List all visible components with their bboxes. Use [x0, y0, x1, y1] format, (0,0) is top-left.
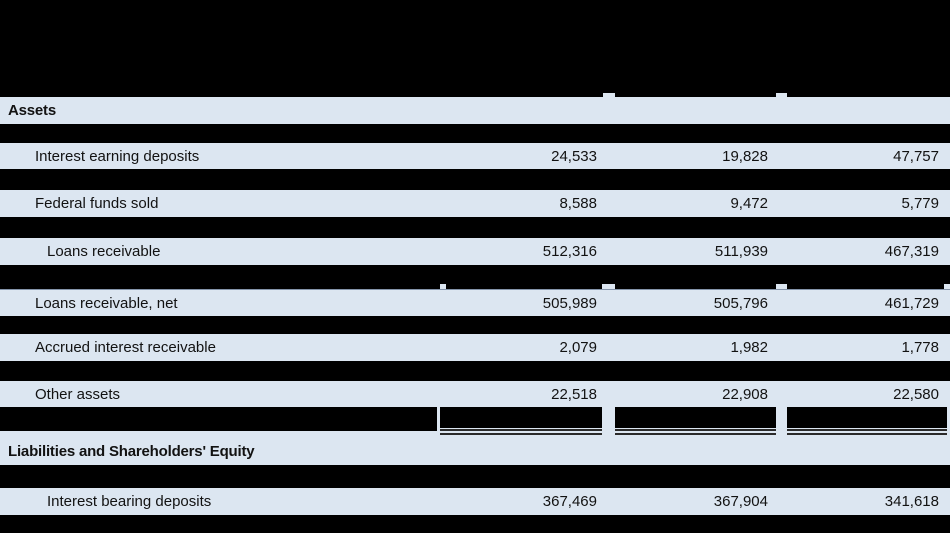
value-cell-col3: 5,779 — [901, 195, 939, 212]
value-cell-col3: 467,319 — [884, 243, 939, 260]
table-row: Other assets 22,518 22,908 22,580 — [0, 381, 950, 407]
column-gap-notch — [603, 93, 615, 98]
double-underline — [615, 429, 776, 431]
table-row: Interest earning deposits 24,533 19,828 … — [0, 143, 950, 169]
value-cell-col3: 461,729 — [884, 294, 939, 312]
redacted-cell-block — [440, 407, 602, 428]
row-label: Federal funds sold — [35, 195, 159, 212]
row-label: Other assets — [35, 385, 121, 403]
value-cell-col2: 505,796 — [713, 294, 768, 312]
double-underline — [787, 432, 947, 435]
row-label: Interest earning deposits — [35, 147, 200, 165]
row-label: Accrued interest receivable — [35, 339, 216, 356]
section-header-label: Liabilities and Shareholders' Equity — [8, 442, 255, 460]
value-cell-col2: 9,472 — [730, 195, 768, 212]
value-cell-col1: 24,533 — [551, 147, 597, 165]
table-row: Accrued interest receivable 2,079 1,982 … — [0, 334, 950, 361]
column-gap-notch — [776, 93, 787, 98]
section-header-row-liabilities: Liabilities and Shareholders' Equity — [0, 431, 950, 465]
column-gap-notch — [776, 284, 787, 290]
column-gap-notch — [602, 284, 615, 290]
row-label: Loans receivable — [47, 243, 161, 260]
column-gap-notch — [944, 284, 950, 290]
double-underline — [440, 432, 602, 435]
value-cell-col1: 505,989 — [542, 294, 597, 312]
value-cell-col1: 512,316 — [542, 243, 597, 260]
value-cell-col2: 511,939 — [714, 243, 768, 260]
value-cell-col2: 367,904 — [713, 493, 768, 510]
value-cell-col1: 2,079 — [559, 339, 597, 356]
row-label: Interest bearing deposits — [47, 493, 212, 510]
double-underline — [615, 432, 776, 435]
value-cell-col3: 22,580 — [893, 385, 939, 403]
table-row: Loans receivable 512,316 511,939 467,319 — [0, 238, 950, 265]
redacted-cell-block — [615, 407, 776, 428]
table-row: Federal funds sold 8,588 9,472 5,779 — [0, 190, 950, 217]
section-header-row-assets: Assets — [0, 97, 950, 124]
value-cell-col1: 367,469 — [542, 493, 597, 510]
value-cell-col3: 1,778 — [901, 339, 939, 356]
row-label: Loans receivable, net — [35, 294, 178, 312]
double-underline — [440, 429, 602, 431]
redacted-cell-block — [787, 407, 947, 428]
value-cell-col2: 19,828 — [722, 147, 768, 165]
value-cell-col1: 8,588 — [559, 195, 597, 212]
section-header-label: Assets — [8, 102, 56, 119]
double-underline — [787, 429, 947, 431]
table-row-subtotal: Loans receivable, net 505,989 505,796 46… — [0, 289, 950, 316]
value-cell-col2: 22,908 — [722, 385, 768, 403]
value-cell-col3: 47,757 — [893, 147, 939, 165]
column-gap-notch — [440, 284, 446, 290]
table-row: Interest bearing deposits 367,469 367,90… — [0, 488, 950, 515]
value-cell-col2: 1,982 — [730, 339, 768, 356]
value-cell-col1: 22,518 — [551, 385, 597, 403]
value-cell-col3: 341,618 — [884, 493, 939, 510]
